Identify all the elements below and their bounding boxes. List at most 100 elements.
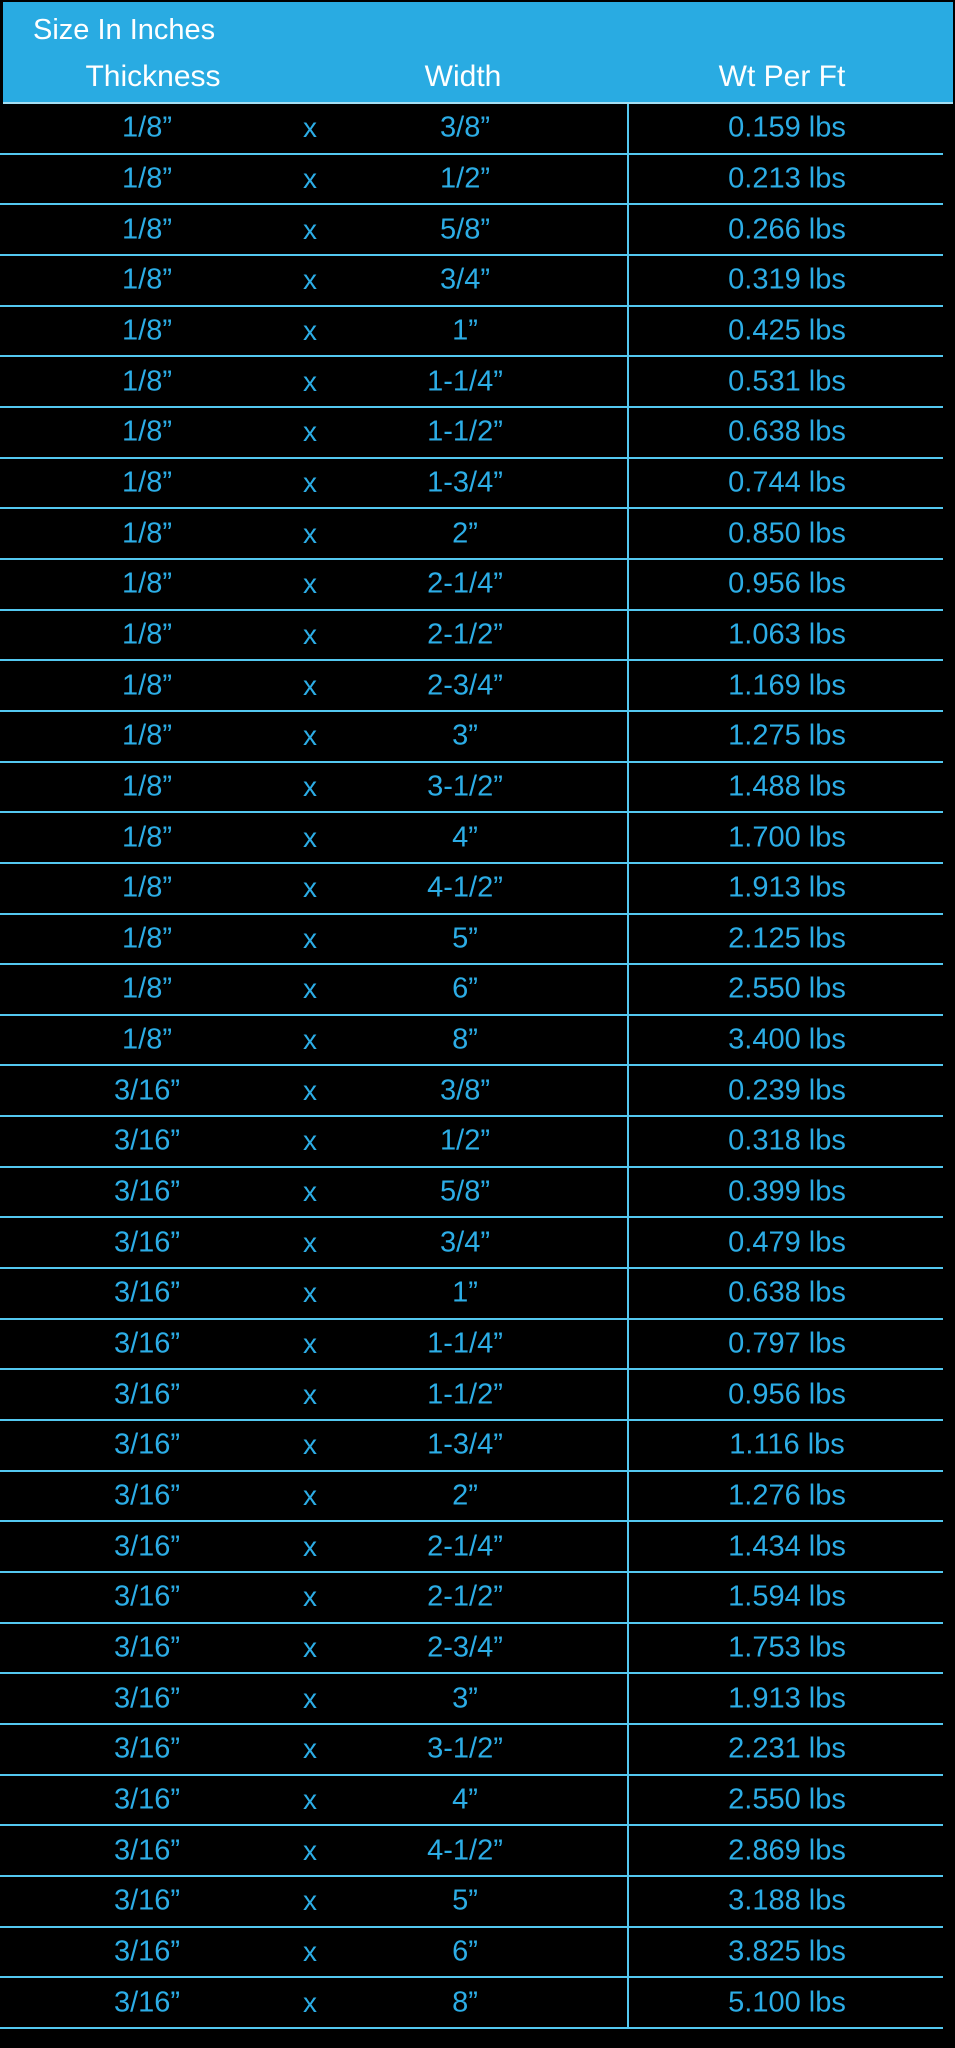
width-cell: 4-1/2”	[427, 1834, 503, 1867]
weight-cell: 0.479 lbs	[728, 1226, 846, 1259]
weight-cell: 3.188 lbs	[728, 1884, 846, 1917]
weight-cell: 1.276 lbs	[728, 1479, 846, 1512]
thickness-cell: 1/8”	[122, 719, 172, 752]
width-cell: 4”	[452, 1783, 478, 1816]
width-cell: 2-3/4”	[427, 1631, 503, 1664]
x-separator: x	[303, 1581, 317, 1613]
weight-cell: 0.638 lbs	[728, 415, 846, 448]
table-row: 1/8” x 4-1/2” 1.913 lbs	[0, 864, 943, 915]
table-row: 1/8” x 3-1/2” 1.488 lbs	[0, 763, 943, 814]
width-cell: 3-1/2”	[427, 1732, 503, 1765]
thickness-cell: 1/8”	[122, 263, 172, 296]
thickness-cell: 3/16”	[113, 1884, 181, 1917]
width-cell: 3/8”	[440, 111, 490, 144]
x-separator: x	[303, 213, 317, 245]
width-cell: 2-1/4”	[427, 567, 503, 600]
table-row: 3/16” x 2-3/4” 1.753 lbs	[0, 1624, 943, 1675]
x-separator: x	[303, 1480, 317, 1512]
weight-cell: 0.956 lbs	[728, 567, 846, 600]
width-cell: 8”	[452, 1986, 478, 2019]
thickness-cell: 1/8”	[122, 972, 172, 1005]
thickness-cell: 3/16”	[113, 1428, 181, 1461]
table-row: 3/16” x 1-1/2” 0.956 lbs	[0, 1370, 943, 1422]
weight-cell: 1.913 lbs	[728, 1682, 846, 1715]
x-separator: x	[303, 162, 317, 194]
table-row: 3/16” x 1/2” 0.318 lbs	[0, 1117, 943, 1168]
table-row: 1/8” x 2-1/4” 0.956 lbs	[0, 560, 943, 611]
table-body: 1/8” x 3/8” 0.159 lbs 1/8” x 1/2” 0.213 lbs 1/8”…	[0, 104, 943, 2029]
x-separator: x	[303, 517, 317, 549]
x-separator: x	[303, 1277, 317, 1309]
thickness-cell: 3/16”	[113, 1682, 181, 1715]
weight-cell: 0.531 lbs	[728, 365, 846, 398]
weight-cell: 1.275 lbs	[728, 719, 846, 752]
x-separator: x	[303, 1125, 317, 1157]
x-separator: x	[303, 1834, 317, 1866]
x-separator: x	[303, 1682, 317, 1714]
table-row: 3/16” x 2” 1.276 lbs	[0, 1472, 943, 1523]
weight-cell: 1.434 lbs	[728, 1530, 846, 1563]
table-row: 1/8” x 1” 0.425 lbs	[0, 307, 943, 358]
column-header-width: Width	[424, 60, 502, 93]
weight-cell: 1.169 lbs	[728, 669, 846, 702]
table-row: 1/8” x 6” 2.550 lbs	[0, 965, 943, 1016]
thickness-cell: 3/16”	[113, 1732, 181, 1765]
weight-cell: 0.213 lbs	[728, 162, 846, 195]
x-separator: x	[303, 1226, 317, 1258]
thickness-cell: 3/16”	[113, 1175, 181, 1208]
x-separator: x	[303, 1074, 317, 1106]
x-separator: x	[303, 1986, 317, 2018]
x-separator: x	[303, 770, 317, 802]
table-row: 1/8” x 1-1/2” 0.638 lbs	[0, 408, 943, 459]
x-separator: x	[303, 872, 317, 904]
weight-cell: 1.753 lbs	[728, 1631, 846, 1664]
x-separator: x	[303, 365, 317, 397]
weight-cell: 0.638 lbs	[728, 1276, 846, 1309]
x-separator: x	[303, 1530, 317, 1562]
x-separator: x	[303, 1328, 317, 1360]
thickness-cell: 1/8”	[122, 162, 172, 195]
thickness-cell: 1/8”	[122, 1023, 172, 1056]
x-separator: x	[303, 669, 317, 701]
width-cell: 6”	[452, 1935, 478, 1968]
width-cell: 4-1/2”	[427, 871, 503, 904]
table-row: 1/8” x 2-1/2” 1.063 lbs	[0, 611, 943, 662]
weight-cell: 5.100 lbs	[728, 1986, 846, 2019]
width-cell: 1-3/4”	[427, 466, 503, 499]
table-header: Size In Inches Thickness Width Wt Per Ft	[3, 2, 953, 104]
width-cell: 5/8”	[440, 213, 490, 246]
table-row: 3/16” x 4” 2.550 lbs	[0, 1776, 943, 1827]
table-row: 3/16” x 6” 3.825 lbs	[0, 1928, 943, 1979]
weight-cell: 3.825 lbs	[728, 1935, 846, 1968]
table-row: 3/16” x 3/8” 0.239 lbs	[0, 1066, 943, 1118]
thickness-cell: 1/8”	[122, 314, 172, 347]
x-separator: x	[303, 1378, 317, 1410]
thickness-cell: 1/8”	[122, 567, 172, 600]
width-cell: 1”	[452, 1276, 478, 1309]
width-cell: 3-1/2”	[427, 770, 503, 803]
thickness-cell: 1/8”	[122, 770, 172, 803]
width-cell: 2”	[452, 1479, 478, 1512]
width-cell: 4”	[452, 821, 478, 854]
table-row: 1/8” x 5/8” 0.266 lbs	[0, 205, 943, 256]
weight-cell: 0.239 lbs	[728, 1074, 846, 1107]
table-row: 3/16” x 3/4” 0.479 lbs	[0, 1218, 943, 1270]
thickness-cell: 3/16”	[113, 1074, 181, 1107]
weight-cell: 2.869 lbs	[728, 1834, 846, 1867]
thickness-cell: 3/16”	[113, 1327, 181, 1360]
thickness-cell: 3/16”	[113, 1378, 181, 1411]
width-cell: 2”	[452, 517, 478, 550]
weight-cell: 0.797 lbs	[728, 1327, 846, 1360]
weight-cell: 0.159 lbs	[728, 111, 846, 144]
width-cell: 1-3/4”	[427, 1428, 503, 1461]
table-row: 3/16” x 1” 0.638 lbs	[0, 1269, 943, 1320]
width-cell: 3”	[452, 1682, 478, 1715]
table-row: 1/8” x 8” 3.400 lbs	[0, 1016, 943, 1067]
thickness-cell: 3/16”	[113, 1124, 181, 1157]
thickness-cell: 3/16”	[113, 1935, 181, 1968]
table-row: 3/16” x 4-1/2” 2.869 lbs	[0, 1826, 943, 1877]
thickness-cell: 1/8”	[122, 517, 172, 550]
width-cell: 2-3/4”	[427, 669, 503, 702]
weight-cell: 1.116 lbs	[729, 1428, 845, 1461]
